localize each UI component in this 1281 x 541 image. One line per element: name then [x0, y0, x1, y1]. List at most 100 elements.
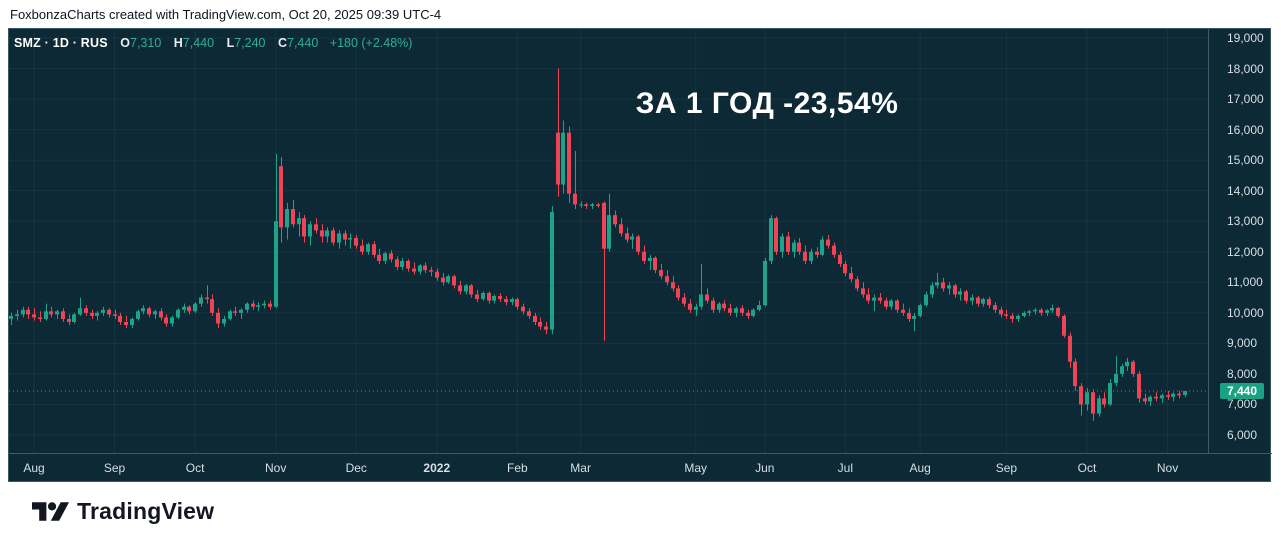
- candle-body: [1108, 383, 1112, 405]
- candle-body: [262, 303, 266, 306]
- candle-body: [1148, 396, 1152, 402]
- time-axis-label: Nov: [265, 461, 287, 475]
- candle-body: [746, 312, 750, 316]
- close-label: C: [277, 36, 287, 50]
- candle-body: [1079, 386, 1083, 405]
- candle-body: [521, 306, 525, 312]
- price-axis-label: 12,000: [1227, 244, 1264, 259]
- candle-body: [567, 132, 571, 194]
- candle-body: [884, 300, 888, 307]
- candle-body: [256, 305, 260, 307]
- time-axis-label: May: [684, 461, 708, 475]
- candle-body: [1171, 393, 1175, 397]
- candle-body: [348, 238, 352, 240]
- time-axis-label: Oct: [185, 461, 205, 475]
- candle-body: [55, 311, 59, 315]
- candle-body: [1039, 309, 1043, 313]
- price-axis-label: 15,000: [1227, 153, 1264, 168]
- time-axis-label: Jun: [755, 461, 775, 475]
- candle-body: [1027, 311, 1031, 313]
- candle-body: [101, 309, 105, 313]
- candle-body: [400, 260, 404, 268]
- candle-body: [573, 193, 577, 205]
- candle-body: [504, 299, 508, 303]
- candle-body: [1050, 307, 1054, 311]
- candle-body: [61, 311, 65, 319]
- candle-body: [1177, 393, 1181, 396]
- candle-body: [757, 305, 761, 310]
- candle-body: [1166, 395, 1170, 397]
- candle-body: [412, 268, 416, 272]
- candle-body: [176, 309, 180, 318]
- price-axis-label: 13,000: [1227, 214, 1264, 229]
- candle-body: [832, 245, 836, 255]
- candle-body: [619, 224, 623, 234]
- candle-body: [1062, 315, 1066, 336]
- candle-body: [372, 244, 376, 255]
- candle-body: [1114, 373, 1118, 384]
- chart-legend: SMZ · 1D · RUS O7,310 H7,440 L7,240 C7,4…: [14, 36, 412, 50]
- candle-body: [613, 215, 617, 225]
- candle-body: [1154, 396, 1158, 399]
- last-price-badge: 7,440: [1220, 383, 1264, 399]
- candle-body: [999, 309, 1003, 315]
- low-label: L: [226, 36, 235, 50]
- candle-body: [268, 303, 272, 307]
- candle-body: [809, 251, 813, 261]
- candle-body: [533, 315, 537, 322]
- candle-body: [590, 204, 594, 206]
- candle-body: [26, 309, 30, 315]
- candle-body: [815, 251, 819, 255]
- candle-body: [878, 297, 882, 301]
- candle-body: [1120, 366, 1124, 374]
- candle-body: [602, 202, 606, 249]
- candle-body: [78, 308, 82, 315]
- candle-body: [446, 276, 450, 283]
- candle-body: [550, 212, 554, 330]
- candle-body: [953, 285, 957, 295]
- time-axis-label: Oct: [1077, 461, 1097, 475]
- attribution-text: FoxbonzaCharts created with TradingView.…: [10, 6, 442, 22]
- candle-body: [222, 318, 226, 324]
- candle-body: [889, 300, 893, 307]
- candle-body: [1033, 309, 1037, 312]
- time-axis-label: Mar: [570, 461, 591, 475]
- change-value: +180 (+2.48%): [329, 36, 413, 50]
- candle-body: [492, 296, 496, 301]
- price-axis[interactable]: 7,440 19,000 18,000 17,000 16,000 15,000 14,0…: [1208, 29, 1272, 453]
- candle-body: [1160, 395, 1164, 399]
- candle-body: [538, 321, 542, 327]
- candle-body: [1125, 361, 1129, 367]
- tradingview-logo[interactable]: TradingView: [32, 498, 214, 525]
- price-axis-label: 17,000: [1227, 92, 1264, 107]
- candle-body: [291, 209, 295, 225]
- open-label: O: [120, 36, 130, 50]
- candlestick-chart-canvas[interactable]: [9, 29, 1208, 453]
- candle-body: [1045, 310, 1049, 313]
- candle-body: [308, 224, 312, 237]
- candle-body: [642, 251, 646, 261]
- candle-body: [1068, 335, 1072, 362]
- candle-body: [285, 209, 289, 228]
- candle-body: [584, 204, 588, 206]
- candle-body: [671, 282, 675, 289]
- candle-body: [717, 303, 721, 310]
- price-axis-label: 7,000: [1227, 397, 1258, 412]
- price-axis-label: 14,000: [1227, 183, 1264, 198]
- candle-body: [297, 218, 301, 225]
- candle-body: [711, 300, 715, 310]
- time-axis[interactable]: Aug Sep Oct Nov Dec 2022 Feb Mar May Jun Jul Aug Sep…: [9, 453, 1272, 483]
- candle-body: [722, 303, 726, 309]
- candle-body: [199, 297, 203, 304]
- candle-body: [141, 308, 145, 312]
- candle-body: [210, 299, 214, 313]
- open-value: 7,310: [130, 36, 162, 50]
- candle-body: [728, 308, 732, 313]
- candle-body: [607, 215, 611, 249]
- candle-body: [124, 321, 128, 326]
- candle-body: [182, 306, 186, 310]
- candle-body: [441, 277, 445, 283]
- candle-body: [901, 309, 905, 313]
- candle-body: [153, 311, 157, 315]
- candle-body: [72, 314, 76, 322]
